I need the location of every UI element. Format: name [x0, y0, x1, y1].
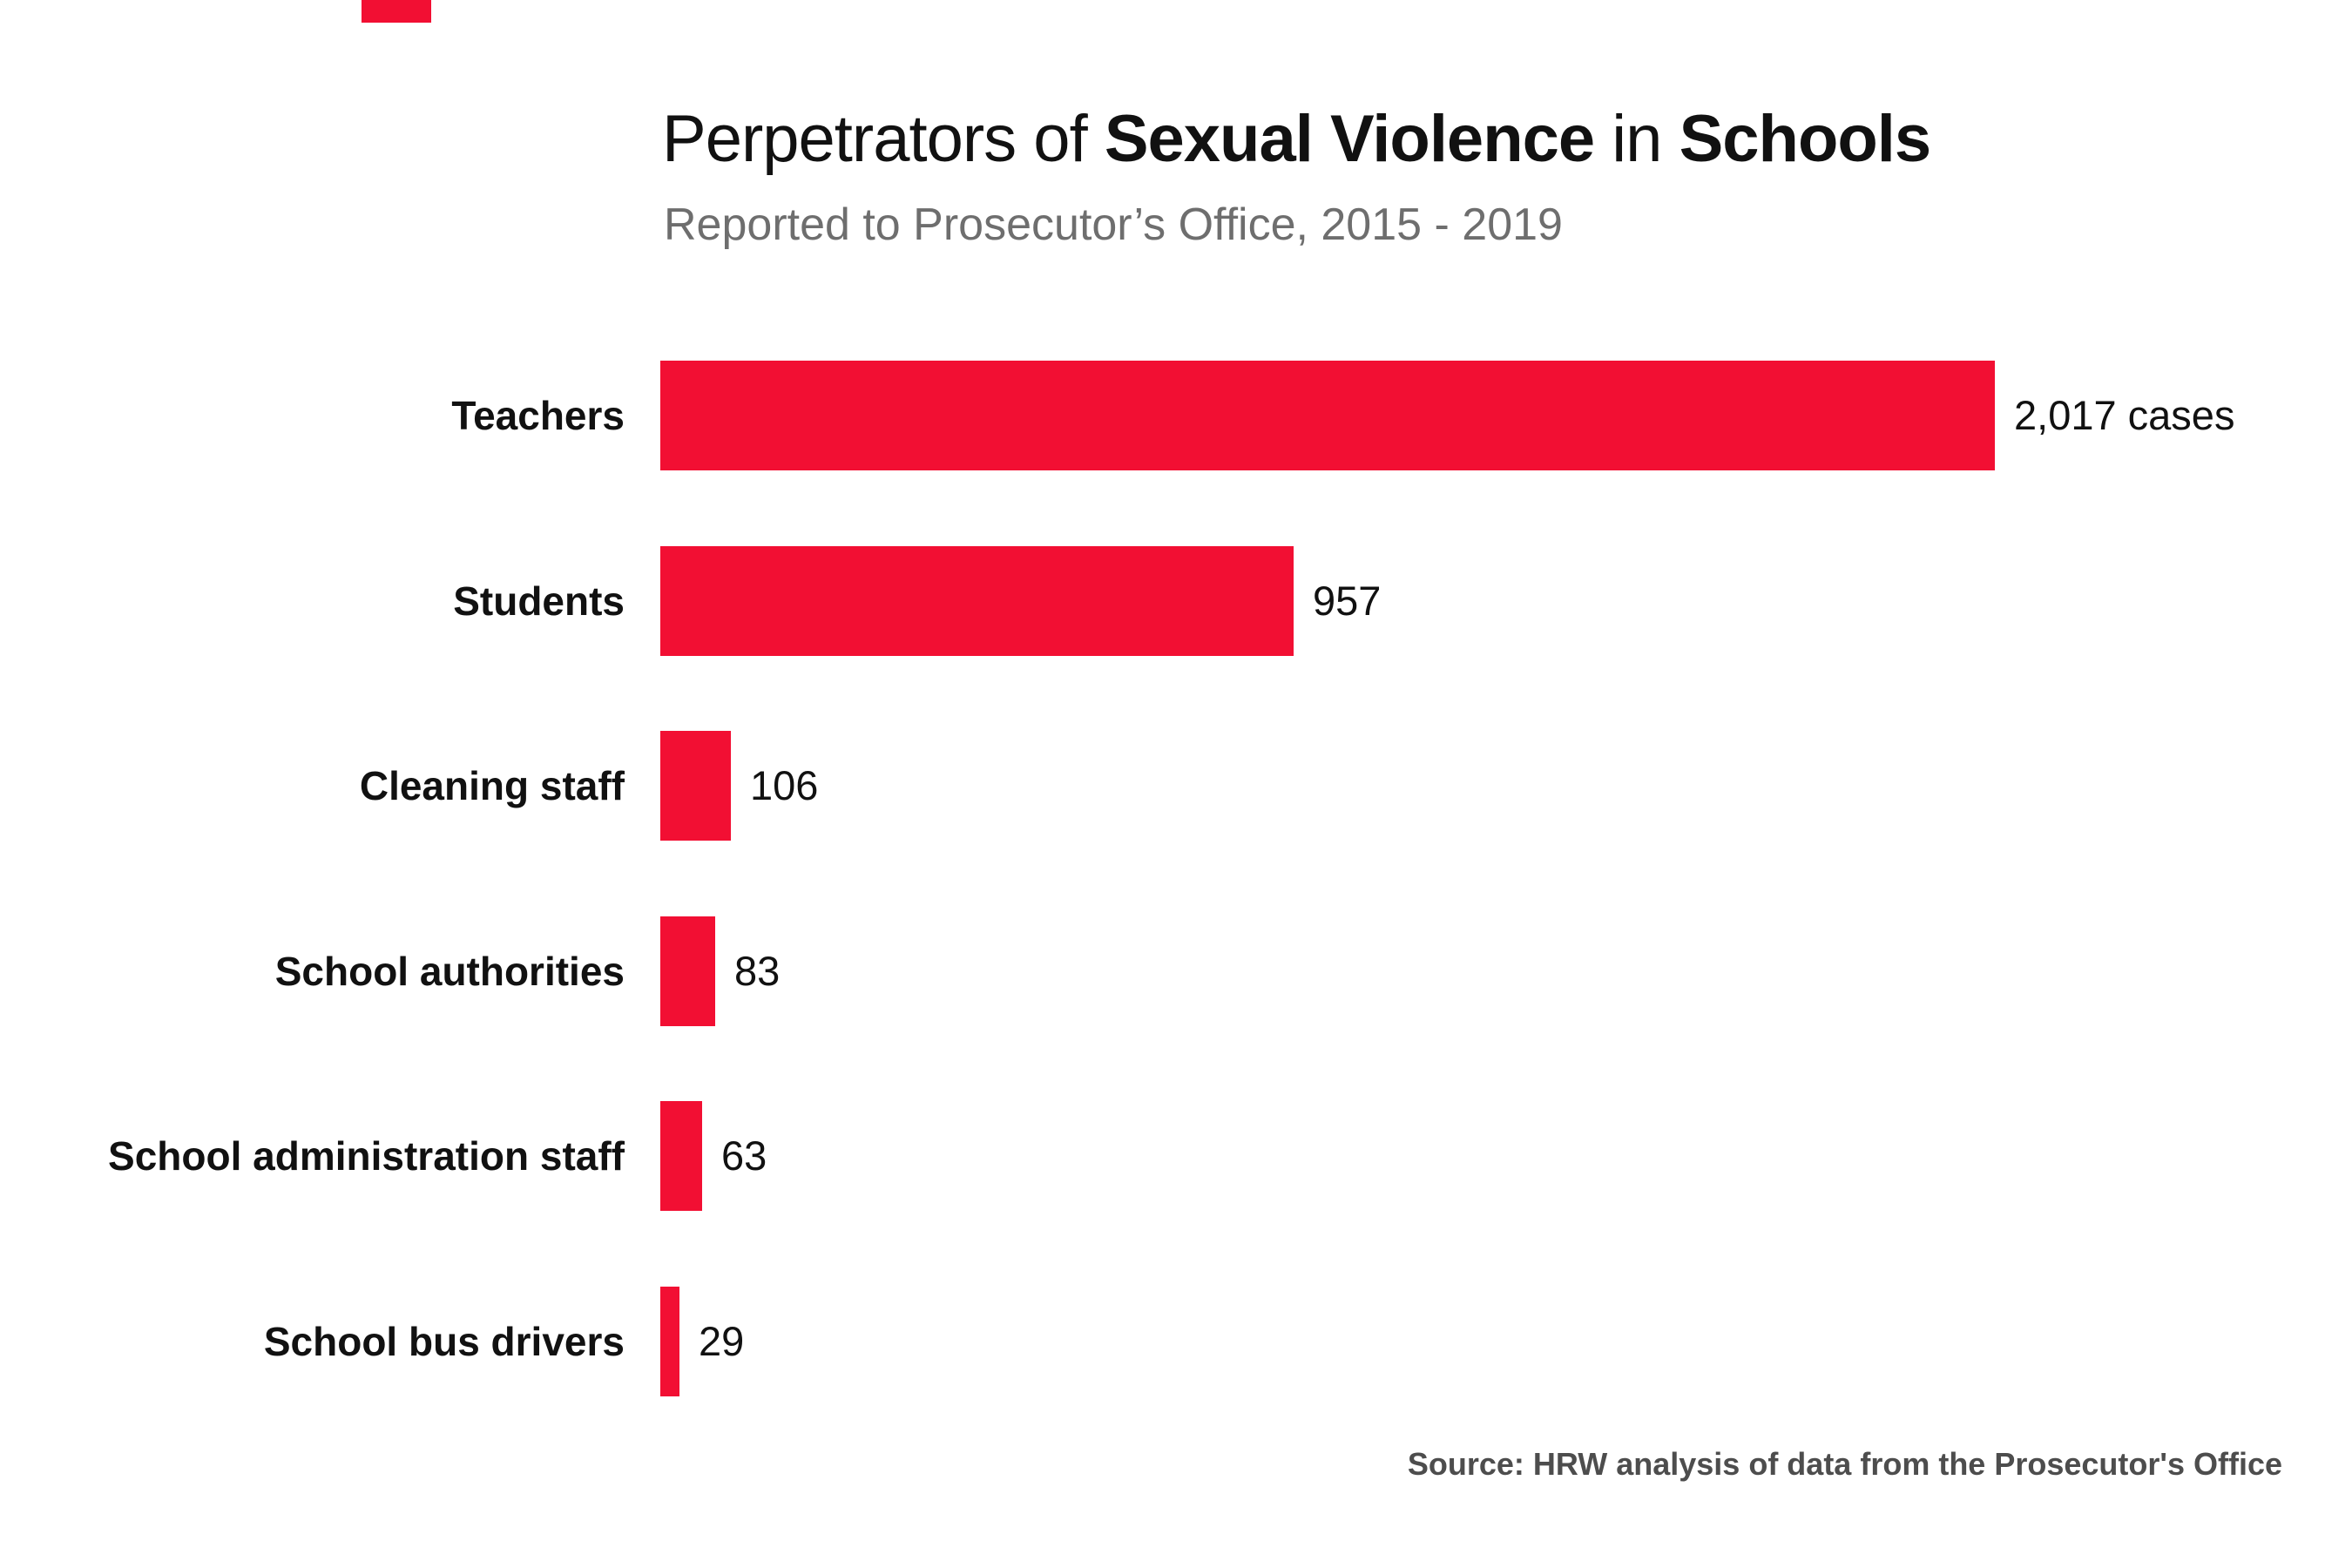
title-segment: Schools: [1679, 102, 1932, 176]
value-label: 83: [734, 948, 781, 994]
category-label: School administration staff: [108, 1133, 625, 1179]
bar-row: School bus drivers 29: [0, 1287, 2352, 1396]
value-bar: [660, 546, 1294, 656]
value-label: 2,017 cases: [2014, 392, 2235, 438]
value-label: 29: [699, 1318, 745, 1364]
category-label: School authorities: [274, 949, 625, 994]
title-segment: Perpetrators of: [662, 102, 1105, 176]
value-bar: [660, 916, 715, 1026]
bar-row: Cleaning staff 106: [0, 731, 2352, 841]
title-segment: Sexual Violence: [1104, 102, 1595, 176]
category-label: Students: [453, 578, 625, 624]
chart-title: Perpetrators of Sexual Violence in Schoo…: [662, 102, 1932, 176]
bar-row: Teachers 2,017 cases: [0, 361, 2352, 470]
category-label: Cleaning staff: [359, 763, 625, 808]
bar-row: School administration staff 63: [0, 1101, 2352, 1211]
category-label: Teachers: [451, 393, 625, 438]
value-bar: [660, 1101, 702, 1211]
category-label: School bus drivers: [263, 1319, 625, 1364]
chart-subtitle: Reported to Prosecutor’s Office, 2015 - …: [664, 199, 1563, 250]
brand-red-tab: [362, 0, 431, 23]
value-label: 63: [721, 1132, 767, 1179]
value-bar: [660, 361, 1995, 470]
bar-row: Students 957: [0, 546, 2352, 656]
value-label: 106: [750, 762, 819, 808]
value-label: 957: [1313, 578, 1382, 624]
value-bar: [660, 731, 731, 841]
bar-row: School authorities 83: [0, 916, 2352, 1026]
value-bar: [660, 1287, 679, 1396]
title-segment: in: [1594, 102, 1680, 176]
source-note: Source: HRW analysis of data from the Pr…: [1407, 1446, 2282, 1482]
